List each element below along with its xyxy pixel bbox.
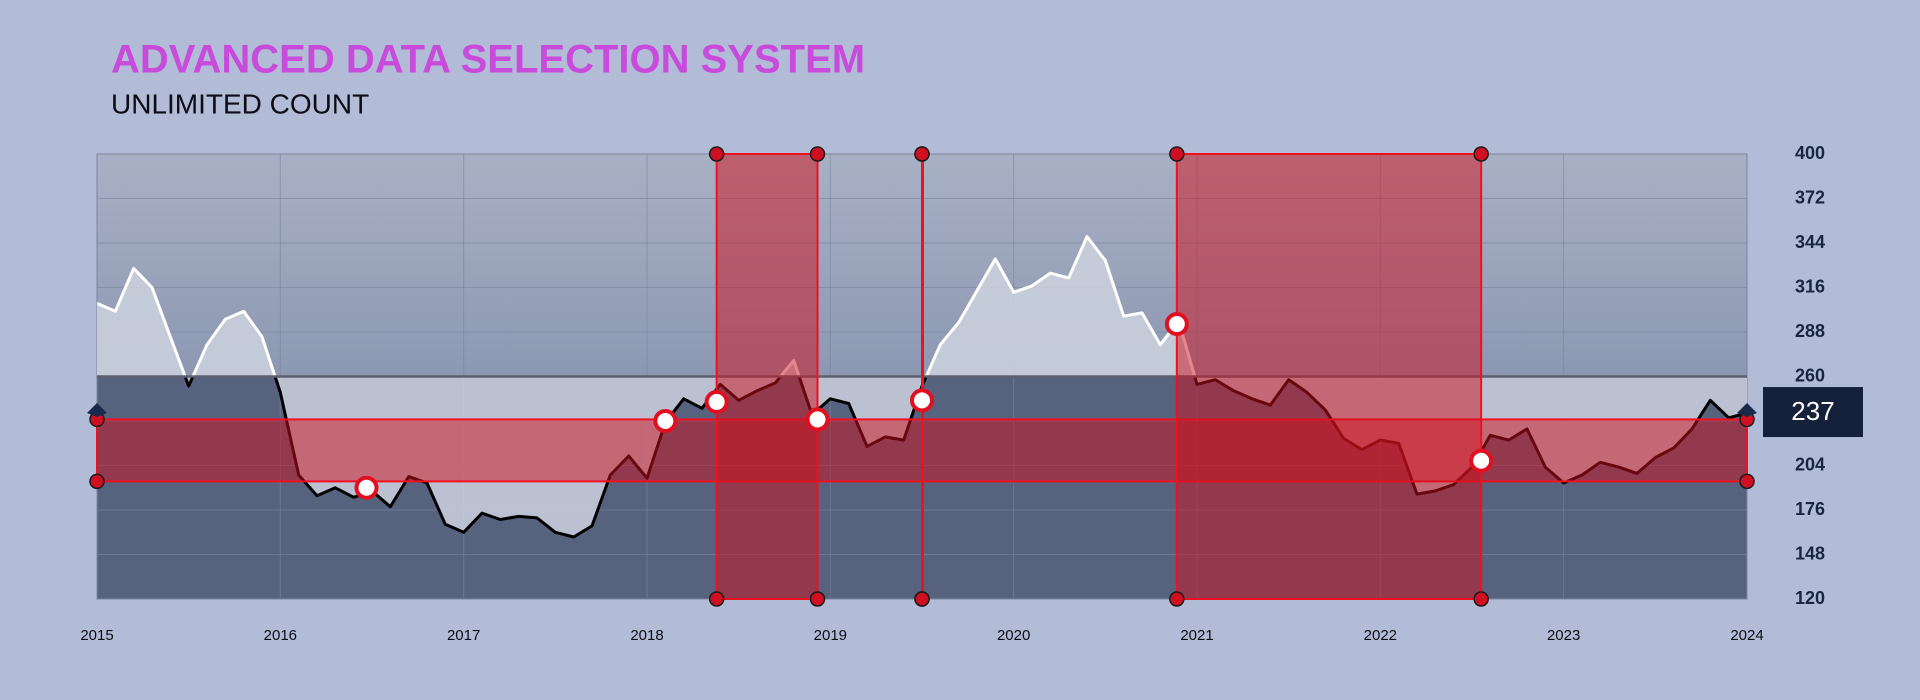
x-tick-label: 2024	[1730, 627, 1763, 644]
highlight-point	[704, 389, 729, 414]
selection-handle	[89, 473, 105, 490]
selection-handle	[1473, 146, 1489, 162]
y-tick-label: 400	[1795, 143, 1825, 163]
selection-handle	[708, 146, 725, 162]
highlight-point	[805, 407, 830, 432]
selection-handle	[1169, 591, 1185, 607]
x-selection	[1175, 153, 1483, 600]
x-tick-label: 2022	[1364, 627, 1397, 644]
selection-handle	[914, 146, 930, 162]
highlight-point	[1469, 448, 1494, 473]
x-tick-label: 2015	[80, 627, 113, 644]
y-tick-label: 120	[1795, 588, 1825, 608]
chart-subtitle: UNLIMITED COUNT	[111, 88, 369, 119]
y-tick-label: 176	[1795, 499, 1825, 519]
selection-handle	[809, 146, 826, 162]
chart-title: ADVANCED DATA SELECTION SYSTEM	[111, 38, 865, 82]
selection-handle	[1169, 146, 1185, 162]
highlight-point	[910, 388, 934, 413]
selection-handle	[809, 591, 826, 607]
current-value-label: 237	[1791, 396, 1834, 426]
selection-handle	[1739, 473, 1755, 490]
highlight-point	[354, 475, 379, 500]
x-tick-label: 2017	[447, 627, 480, 644]
y-tick-label: 316	[1795, 276, 1825, 296]
x-tick-label: 2019	[814, 627, 847, 644]
y-tick-label: 372	[1795, 187, 1825, 207]
y-tick-label: 344	[1795, 232, 1825, 252]
x-selection	[921, 153, 924, 600]
highlight-point	[1164, 312, 1189, 337]
x-tick-label: 2023	[1547, 627, 1580, 644]
current-value-box	[1763, 387, 1863, 438]
x-tick-label: 2018	[630, 627, 663, 644]
x-tick-label: 2020	[997, 627, 1030, 644]
current-value-marker	[87, 403, 107, 418]
x-tick-label: 2021	[1180, 627, 1213, 644]
y-tick-label: 288	[1795, 321, 1825, 341]
x-tick-label: 2016	[264, 627, 297, 644]
x-selection	[715, 153, 819, 600]
y-tick-label: 260	[1795, 365, 1825, 385]
highlight-point	[653, 409, 678, 433]
y-tick-label: 204	[1795, 454, 1825, 474]
selection-handle	[708, 591, 725, 607]
selection-handle	[1473, 591, 1489, 607]
current-value-marker	[1737, 403, 1757, 418]
y-tick-label: 148	[1795, 543, 1825, 563]
selection-handle	[914, 591, 930, 607]
